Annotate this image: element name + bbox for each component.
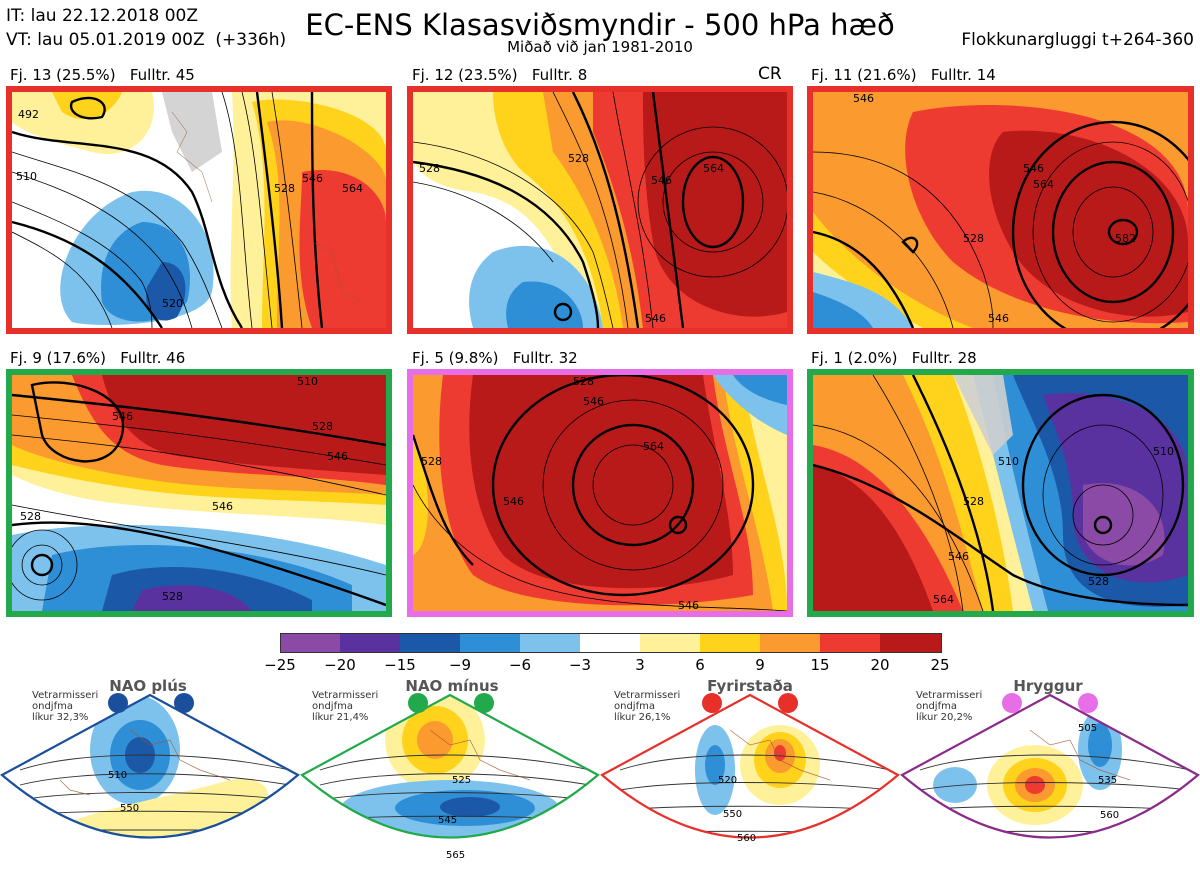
cluster-panel-2: 528 528 546 564 546 — [407, 86, 793, 334]
regime-note: Vetrarmisseri ondjfma líkur 21,4% — [312, 690, 379, 723]
colorbar-tick: 9 — [755, 656, 765, 674]
contour-label: 546 — [302, 172, 323, 185]
panel-label-5: Fj. 5 (9.8%) Fulltr. 32 — [412, 349, 578, 367]
colorbar-tick: −3 — [568, 656, 592, 674]
regime-contour-label: 535 — [1098, 775, 1117, 786]
contour-label: 546 — [583, 395, 604, 408]
panel-label-4: Fj. 9 (17.6%) Fulltr. 46 — [10, 349, 186, 367]
regime-contour-label: 565 — [446, 850, 465, 861]
contour-label: 546 — [948, 550, 969, 563]
contour-label: 492 — [18, 108, 39, 121]
colorbar-tick: 25 — [930, 656, 950, 674]
regime-title-blocking: Fyrirstaða — [707, 677, 793, 695]
contour-label: 546 — [1023, 162, 1044, 175]
regime-title-nao-plus: NAO plús — [109, 677, 187, 695]
contour-label: 564 — [643, 440, 664, 453]
regime-note: Vetrarmisseri ondjfma líkur 20,2% — [916, 690, 983, 723]
contour-label: 520 — [162, 297, 183, 310]
valid-time: VT: lau 05.01.2019 00Z (+336h) — [6, 30, 287, 50]
colorbar-tick: 15 — [810, 656, 830, 674]
contour-label: 528 — [573, 375, 594, 388]
representative-tag: CR — [758, 64, 782, 84]
cluster-panel-1: 492 510 528 546 564 520 — [6, 86, 392, 334]
contour-label: 582 — [1115, 232, 1136, 245]
contour-label: 528 — [274, 182, 295, 195]
classification-window: Flokkunargluggi t+264-360 — [961, 30, 1194, 50]
regime-map-nao-plus: 510 550 — [0, 693, 300, 839]
contour-label: 546 — [212, 500, 233, 513]
anomaly-map-4: 546 510 528 546 546 528 528 — [12, 375, 386, 611]
contour-label: 546 — [988, 312, 1009, 325]
contour-label: 546 — [651, 174, 672, 187]
colorbar-tick: −25 — [264, 656, 296, 674]
contour-label: 564 — [933, 593, 954, 606]
regime-contour-label: 525 — [452, 775, 471, 786]
anomaly-map-5: 528 546 564 546 528 546 — [413, 375, 787, 611]
contour-label: 546 — [503, 495, 524, 508]
contour-label: 546 — [645, 312, 666, 325]
regime-map-nao-minus: 525 545 565 — [300, 693, 600, 861]
panel-label-1: Fj. 13 (25.5%) Fulltr. 45 — [10, 66, 195, 84]
contour-label: 528 — [963, 232, 984, 245]
contour-label: 564 — [1033, 178, 1054, 191]
regime-contour-label: 520 — [718, 775, 737, 786]
regime-contour-label: 560 — [1100, 810, 1119, 821]
regime-contour-label: 550 — [723, 809, 742, 820]
regime-map-blocking: 520 550 560 — [600, 693, 900, 844]
regime-contour-label: 510 — [108, 770, 127, 781]
cluster-panel-3: 546 546 564 582 528 546 — [807, 86, 1194, 334]
contour-label: 564 — [342, 182, 363, 195]
colorbar-tick: −15 — [384, 656, 416, 674]
contour-label: 546 — [327, 450, 348, 463]
regime-note: Vetrarmisseri ondjfma líkur 26,1% — [614, 690, 681, 723]
panel-label-3: Fj. 11 (21.6%) Fulltr. 14 — [811, 66, 996, 84]
regime-contour-label: 545 — [438, 815, 457, 826]
init-time: IT: lau 22.12.2018 00Z — [6, 6, 198, 26]
contour-label: 546 — [853, 92, 874, 105]
contour-label: 528 — [20, 510, 41, 523]
regime-title-nao-minus: NAO mínus — [405, 677, 499, 695]
regime-map-ridge: 505 535 560 — [900, 693, 1200, 839]
contour-label: 528 — [312, 420, 333, 433]
regime-contour-label: 505 — [1078, 723, 1097, 734]
regime-title-ridge: Hryggur — [1013, 677, 1083, 695]
anomaly-map-1: 492 510 528 546 564 520 — [12, 92, 386, 328]
anomaly-map-6: 510 510 528 546 564 528 — [813, 375, 1188, 611]
cluster-panel-6: 510 510 528 546 564 528 — [807, 369, 1194, 617]
panel-label-2: Fj. 12 (23.5%) Fulltr. 8 — [412, 66, 588, 84]
contour-label: 528 — [162, 590, 183, 603]
cluster-panel-5: 528 546 564 546 528 546 — [407, 369, 793, 617]
cluster-panel-4: 546 510 528 546 546 528 528 — [6, 369, 392, 617]
regime-note: Vetrarmisseri ondjfma líkur 32,3% — [32, 690, 99, 723]
anomaly-map-3: 546 546 564 582 528 546 — [813, 92, 1188, 328]
contour-label: 528 — [419, 162, 440, 175]
anomaly-map-2: 528 528 546 564 546 — [413, 92, 787, 328]
colorbar-tick: 3 — [635, 656, 645, 674]
chart-subtitle: Miðað við jan 1981-2010 — [507, 38, 693, 56]
contour-label: 510 — [16, 170, 37, 183]
colorbar-tick: 6 — [695, 656, 705, 674]
chart-title: EC-ENS Klasasviðsmyndir - 500 hPa hæð — [305, 8, 895, 42]
colorbar-tick: −6 — [508, 656, 532, 674]
contour-label: 510 — [998, 455, 1019, 468]
contour-label: 510 — [1153, 445, 1174, 458]
colorbar-tick: −9 — [448, 656, 472, 674]
contour-label: 546 — [678, 599, 699, 611]
contour-label: 510 — [297, 375, 318, 388]
panel-label-6: Fj. 1 (2.0%) Fulltr. 28 — [811, 349, 977, 367]
colorbar-frame — [280, 633, 942, 653]
contour-label: 546 — [112, 410, 133, 423]
colorbar-tick: −20 — [324, 656, 356, 674]
regime-contour-label: 550 — [120, 803, 139, 814]
colorbar-tick: 20 — [870, 656, 890, 674]
contour-label: 528 — [963, 495, 984, 508]
contour-label: 528 — [568, 152, 589, 165]
contour-label: 528 — [1088, 575, 1109, 588]
contour-label: 528 — [421, 455, 442, 468]
contour-label: 564 — [703, 162, 724, 175]
regime-contour-label: 560 — [737, 833, 756, 844]
